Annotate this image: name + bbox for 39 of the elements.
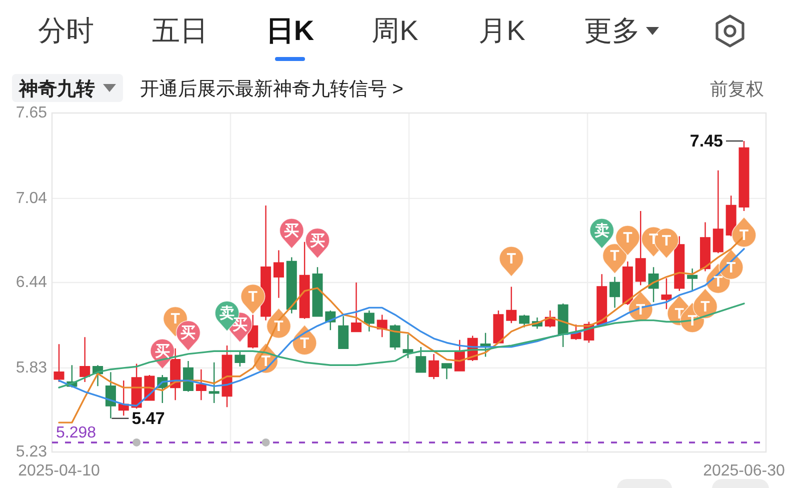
promo-text: 开通后展示最新神奇九转信号 > bbox=[140, 79, 404, 100]
signal-label: 买 bbox=[284, 222, 300, 240]
adjust-label: 前复权 bbox=[710, 79, 764, 99]
tab-label: 日K bbox=[266, 15, 314, 46]
tab-label: 分时 bbox=[38, 15, 94, 46]
extreme-label: 5.47 bbox=[132, 408, 165, 428]
tab-label: 五日 bbox=[152, 15, 208, 46]
y-tick-label: 5.23 bbox=[16, 444, 47, 460]
x-tick-label: 2025-04-10 bbox=[18, 462, 100, 480]
signal-label: T bbox=[610, 248, 620, 265]
signal-label: 买 bbox=[180, 324, 196, 342]
signal-label: 卖 bbox=[594, 222, 610, 240]
tab-label: 月K bbox=[478, 15, 526, 46]
signal-label: T bbox=[623, 229, 632, 246]
signal-label: T bbox=[248, 288, 258, 306]
signal-label: T bbox=[506, 250, 516, 268]
y-tick-label: 6.44 bbox=[16, 274, 47, 291]
signal-label: T bbox=[726, 259, 736, 276]
signal-label: T bbox=[662, 232, 672, 250]
signal-label: 买 bbox=[154, 342, 170, 360]
tab-label: 周K bbox=[372, 15, 418, 46]
signal-label: 买 bbox=[232, 316, 248, 334]
y-tick-label: 5.83 bbox=[16, 359, 47, 376]
signal-label: T bbox=[739, 227, 749, 244]
signal-label: T bbox=[261, 353, 270, 370]
y-tick-label: 7.04 bbox=[16, 190, 47, 207]
signal-label: 卖 bbox=[220, 305, 235, 322]
x-tick-label: 2025-06-30 bbox=[703, 462, 785, 480]
signal-label: T bbox=[170, 310, 180, 328]
tab-label: 更多 bbox=[584, 15, 640, 46]
indicator-toggle-button: 神奇九转 bbox=[12, 74, 123, 102]
reference-line-label: 5.298 bbox=[56, 424, 96, 442]
signal-label: 买 bbox=[310, 232, 325, 250]
y-tick-label: 7.65 bbox=[16, 104, 47, 122]
signal-label: T bbox=[714, 273, 723, 290]
signal-label: T bbox=[700, 298, 710, 316]
extreme-label: 7.45 bbox=[690, 132, 723, 151]
signal-label: T bbox=[300, 334, 310, 352]
signal-label: T bbox=[274, 318, 284, 336]
